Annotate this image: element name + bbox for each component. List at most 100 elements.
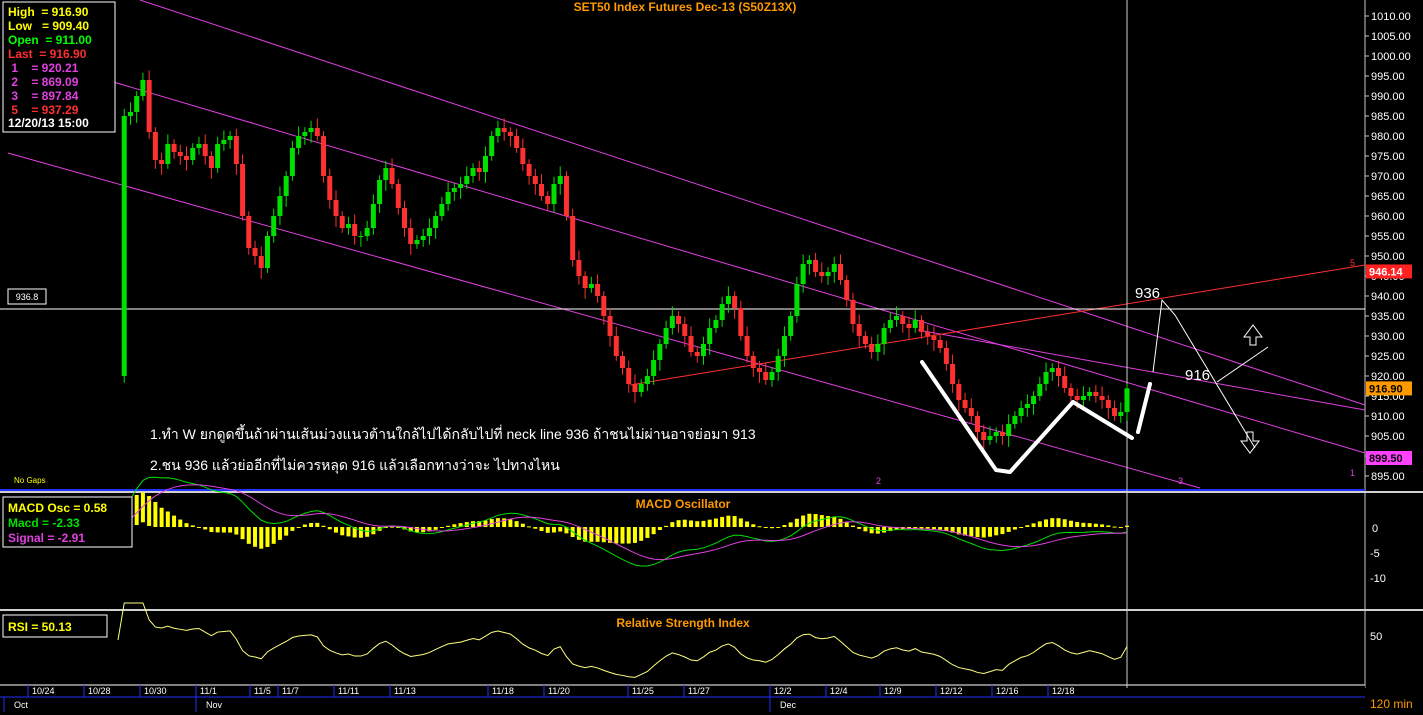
macd-bar (807, 513, 812, 527)
candle-body (246, 216, 252, 248)
price-tag-box (1366, 264, 1412, 279)
date-label: 12/12 (940, 686, 963, 696)
rsi-line (117, 602, 1128, 678)
candle-body (626, 368, 632, 384)
macd-bar (1112, 526, 1117, 528)
rsi-title: Relative Strength Index (616, 616, 750, 630)
candle-body (582, 276, 588, 288)
macd-bar (1118, 526, 1123, 528)
info-row: 3 = 897.84 (8, 89, 79, 103)
candle-body (134, 96, 140, 112)
candle-body (532, 176, 538, 184)
candle-body (1031, 396, 1037, 404)
candle-body (900, 316, 906, 324)
candlestick-series (121, 70, 1130, 451)
price-tick-label: 905.00 (1371, 431, 1405, 443)
macd-bar (502, 518, 507, 527)
candle-body (676, 316, 682, 324)
candle-body (333, 200, 339, 216)
price-tick-label: 895.00 (1371, 471, 1405, 483)
candle-body (837, 264, 843, 280)
macd-bar (277, 527, 282, 540)
candle-body (190, 148, 196, 160)
candle-body (358, 236, 364, 237)
macd-bar (757, 526, 762, 528)
macd-bar (626, 527, 631, 544)
macd-bar (321, 525, 326, 527)
candle-body (489, 136, 495, 156)
price-tick-label: 925.00 (1371, 351, 1405, 363)
candle-body (757, 368, 763, 372)
macd-bar (682, 519, 687, 527)
macd-bar (670, 522, 675, 527)
macd-bar (1056, 518, 1061, 527)
macd-bar (975, 527, 980, 538)
macd-bar (857, 527, 862, 529)
date-label: 11/1 (200, 686, 217, 696)
info-row: 2 = 869.09 (8, 75, 79, 89)
time-axis-background (0, 685, 1365, 715)
candle-body (576, 260, 582, 276)
macd-bar (664, 525, 669, 527)
price-tick-label: 985.00 (1371, 111, 1405, 123)
macd-histogram (116, 492, 1129, 549)
candle-body (732, 296, 738, 308)
candle-body (277, 196, 283, 216)
info-row: 5 = 937.29 (8, 103, 79, 117)
macd-bar (358, 527, 363, 538)
price-tick-label: 920.00 (1371, 371, 1405, 383)
candle-body (862, 336, 868, 344)
candle-body (570, 216, 576, 260)
price-tick-label: 930.00 (1371, 331, 1405, 343)
candle-body (657, 344, 663, 360)
macd-bar (614, 527, 619, 544)
channel-upper-line (139, 0, 1366, 406)
macd-bar (676, 520, 681, 527)
candle-body (264, 236, 270, 268)
price-tick-label: 960.00 (1371, 211, 1405, 223)
candle-body (813, 260, 819, 272)
macd-bar (458, 523, 463, 527)
macd-bar (595, 527, 600, 542)
candle-body (918, 320, 924, 332)
candle-body (1062, 376, 1068, 388)
macd-bar (1093, 523, 1098, 527)
macd-bar (134, 495, 139, 526)
candle-body (950, 364, 956, 384)
candle-body (551, 184, 557, 204)
candle-body (738, 308, 744, 336)
price-tick-label: 970.00 (1371, 171, 1405, 183)
candle-body (763, 372, 769, 380)
macd-tick-minus5: -5 (1370, 548, 1380, 560)
candle-body (377, 180, 383, 204)
candle-body (688, 336, 694, 352)
candle-body (595, 284, 601, 296)
candle-body (937, 340, 943, 348)
candle-body (800, 264, 806, 284)
macd-bar (446, 525, 451, 527)
macd-bar (1044, 519, 1049, 527)
candle-body (296, 136, 302, 148)
price-tick-label: 955.00 (1371, 231, 1405, 243)
macd-bar (333, 527, 338, 533)
macd-bar (863, 527, 868, 532)
macd-bar (713, 518, 718, 527)
macd-bar (931, 527, 936, 530)
candle-body (370, 204, 376, 228)
macd-bar (271, 527, 276, 544)
macd-bar (284, 527, 289, 536)
candle-body (501, 128, 507, 132)
signal-line (117, 484, 1128, 561)
w-pattern-right-leg (1136, 382, 1152, 434)
candle-body (1099, 396, 1105, 400)
channel-label-1: 1 (1350, 468, 1355, 478)
macd-bar (196, 527, 201, 528)
candle-body (458, 184, 464, 188)
annotation-note-1: 1.ทำ W ยกดูดขึ้นถ้าผ่านเส้นม่วงแนวต้านใก… (150, 424, 756, 443)
macd-bar (1106, 525, 1111, 527)
label-936: 936 (1135, 285, 1160, 302)
candle-body (707, 328, 713, 344)
candle-body (426, 228, 432, 236)
